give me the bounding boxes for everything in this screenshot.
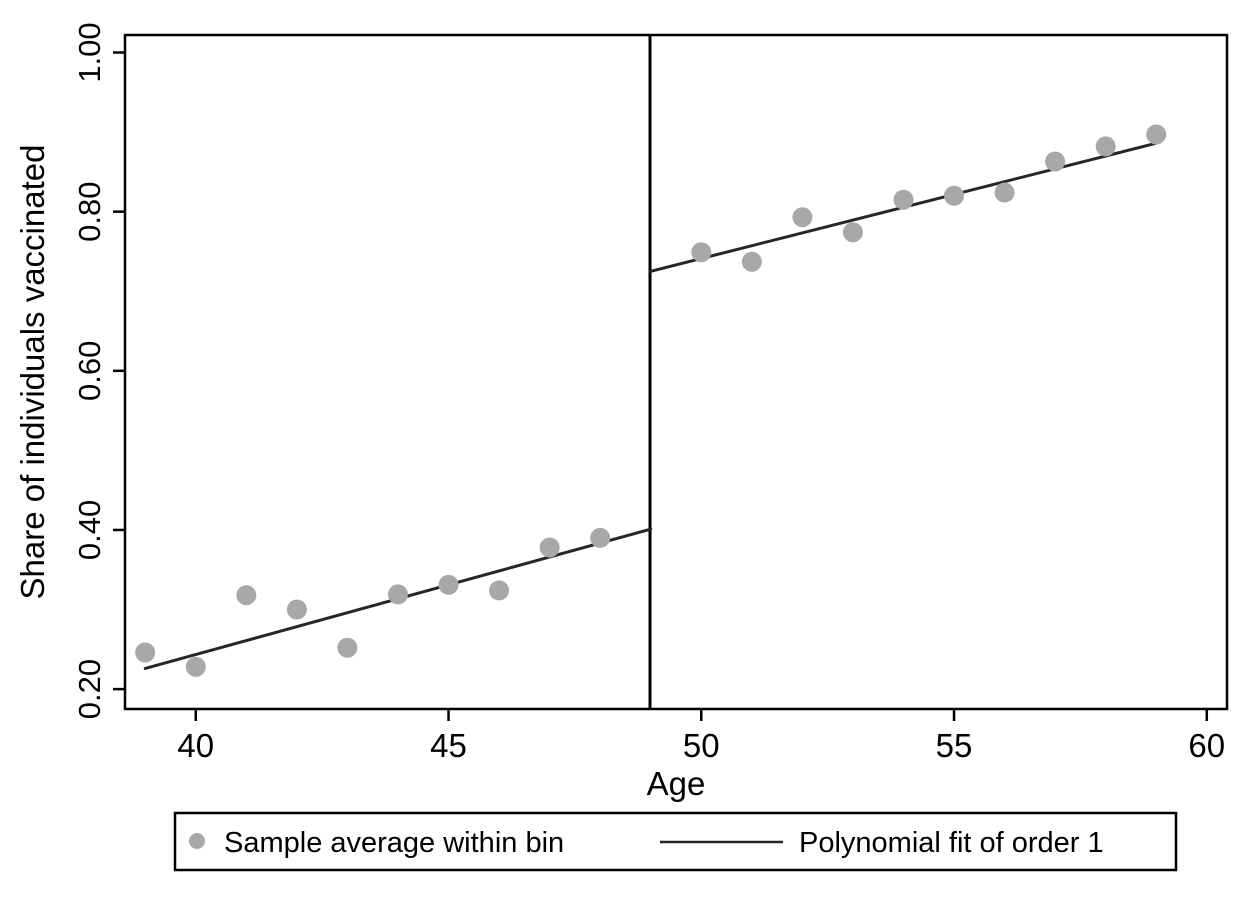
legend: Sample average within bin Polynomial fit… — [173, 811, 1178, 872]
scatter-point — [944, 185, 965, 206]
y-tick-label: 0.40 — [72, 500, 107, 560]
scatter-point — [741, 251, 762, 272]
plot-area-border — [123, 33, 1229, 711]
scatter-point — [489, 580, 510, 601]
scatter-point — [135, 642, 156, 663]
y-tick-label: 0.20 — [72, 659, 107, 719]
y-axis-ticks: 0.20 0.40 0.60 0.80 1.00 — [72, 22, 125, 719]
scatter-point — [1095, 136, 1116, 157]
y-tick-label: 1.00 — [72, 22, 107, 82]
x-axis-ticks: 40 45 50 55 60 — [177, 709, 1225, 764]
scatter-point — [286, 599, 307, 620]
scatter-point — [387, 584, 408, 605]
scatter-point — [893, 189, 914, 210]
x-tick-label: 45 — [430, 727, 467, 764]
y-tick-label: 0.80 — [72, 181, 107, 241]
legend-label-polynomial-fit: Polynomial fit of order 1 — [799, 827, 1104, 859]
scatter-point — [185, 656, 206, 677]
scatter-point — [842, 222, 863, 243]
scatter-point — [994, 182, 1015, 203]
scatter-point — [236, 585, 257, 606]
x-tick-label: 50 — [683, 727, 720, 764]
scatter-point — [539, 537, 560, 558]
x-tick-label: 55 — [936, 727, 973, 764]
y-axis-title: Share of individuals vaccinated — [14, 145, 51, 600]
y-tick-label: 0.60 — [72, 341, 107, 401]
x-tick-label: 60 — [1188, 727, 1225, 764]
scatter-point — [1146, 124, 1167, 145]
scatter-point — [337, 637, 358, 658]
scatter-point — [590, 527, 611, 548]
scatter-point — [691, 242, 712, 263]
x-axis-title: Age — [647, 765, 706, 802]
data-series — [135, 124, 1167, 677]
legend-label-sample-average: Sample average within bin — [224, 827, 564, 859]
scatter-point — [1045, 151, 1066, 172]
scatter-point — [792, 207, 813, 228]
x-tick-label: 40 — [177, 727, 214, 764]
scatter-point — [438, 574, 459, 595]
gray-dot-icon — [189, 833, 205, 849]
